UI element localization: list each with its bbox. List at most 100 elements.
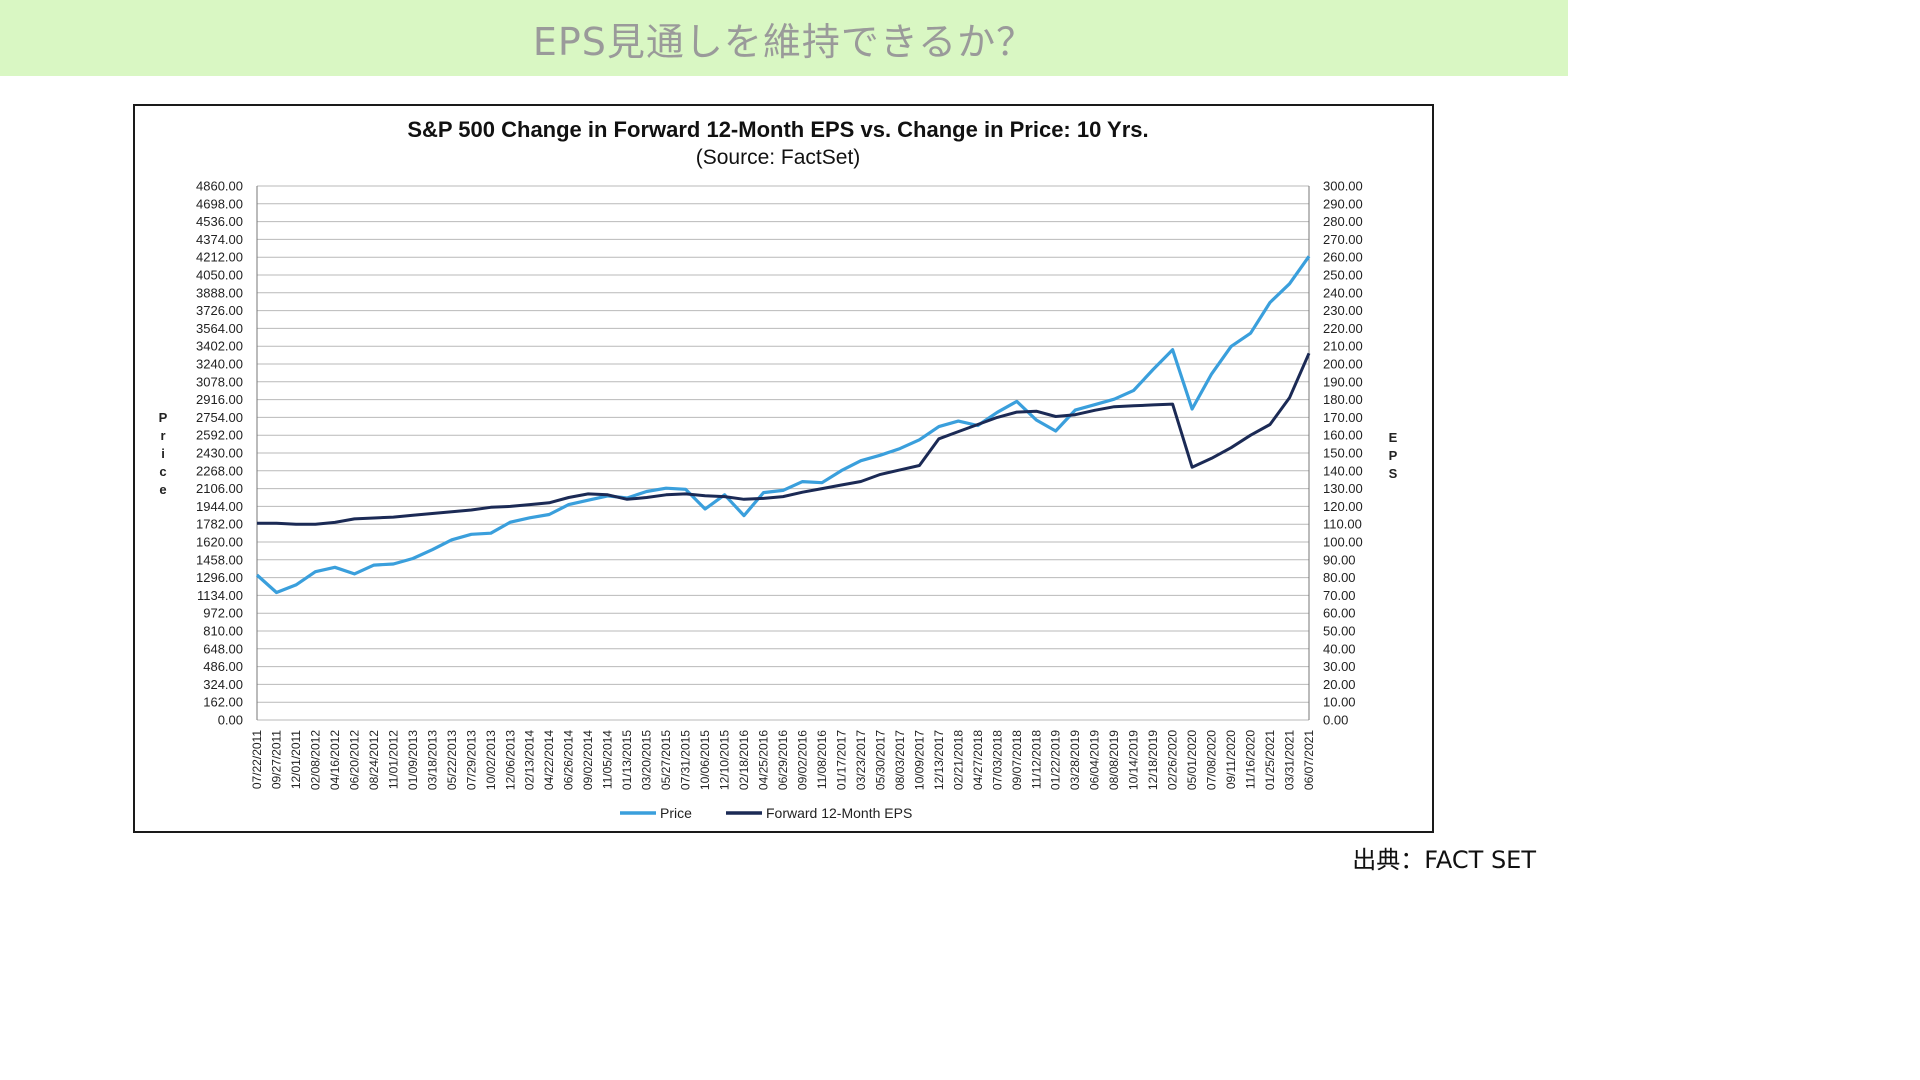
y-tick-right: 120.00 <box>1323 499 1363 514</box>
y-tick-left: 1134.00 <box>197 588 243 603</box>
x-tick-label: 06/26/2014 <box>562 730 576 790</box>
x-tick-label: 09/02/2014 <box>581 730 595 790</box>
x-tick-label: 09/07/2018 <box>1010 730 1024 790</box>
y-tick-right: 160.00 <box>1323 428 1363 443</box>
legend: Price Forward 12-Month EPS <box>620 805 912 821</box>
y-tick-right: 90.00 <box>1323 552 1356 567</box>
x-tick-label: 01/13/2015 <box>620 730 634 790</box>
x-tick-label: 06/07/2021 <box>1302 730 1316 790</box>
y-tick-right: 100.00 <box>1323 535 1363 550</box>
x-tick-label: 03/31/2021 <box>1283 730 1297 790</box>
y-tick-left: 4860.00 <box>196 179 243 194</box>
left-axis-title-letter: r <box>160 428 165 443</box>
y-tick-left: 1620.00 <box>196 535 243 550</box>
x-tick-label: 05/30/2017 <box>873 730 887 790</box>
x-tick-label: 12/18/2019 <box>1146 730 1160 790</box>
y-tick-left: 3888.00 <box>196 285 243 300</box>
y-tick-left: 1782.00 <box>196 517 243 532</box>
x-tick-label: 03/18/2013 <box>425 730 439 790</box>
x-tick-label: 10/09/2017 <box>912 730 926 790</box>
slide-title: EPS見通しを維持できるか？ <box>532 19 1036 64</box>
y-tick-left: 1458.00 <box>196 552 243 567</box>
x-tick-label: 09/11/2020 <box>1224 730 1238 789</box>
left-axis-title-letter: e <box>159 482 166 497</box>
y-tick-left: 3240.00 <box>196 357 243 372</box>
price-series-line <box>255 255 1311 595</box>
x-tick-label: 02/08/2012 <box>308 730 322 790</box>
x-tick-label: 05/22/2013 <box>445 730 459 790</box>
y-tick-right: 130.00 <box>1323 481 1363 496</box>
y-tick-left: 162.00 <box>203 695 243 710</box>
y-tick-left: 4212.00 <box>196 250 243 265</box>
y-tick-right: 230.00 <box>1323 303 1363 318</box>
y-tick-left: 4050.00 <box>196 268 243 283</box>
y-tick-right: 10.00 <box>1323 695 1356 710</box>
y-tick-right: 110.00 <box>1323 517 1362 532</box>
x-tick-label: 03/28/2019 <box>1068 730 1082 790</box>
y-tick-left: 2916.00 <box>196 392 243 407</box>
x-tick-label: 07/08/2020 <box>1205 730 1219 790</box>
x-tick-label: 07/03/2018 <box>990 730 1004 790</box>
y-tick-left: 324.00 <box>203 677 243 692</box>
right-axis-title-letter: P <box>1389 448 1398 463</box>
y-tick-right: 0.00 <box>1323 713 1348 728</box>
y-tick-left: 2592.00 <box>196 428 243 443</box>
y-tick-left: 4374.00 <box>196 232 243 247</box>
legend-label: Price <box>660 805 692 821</box>
slide-header: EPS見通しを維持できるか？ <box>0 0 1568 76</box>
x-tick-label: 04/25/2016 <box>757 730 771 790</box>
x-tick-label: 10/14/2019 <box>1127 730 1141 790</box>
x-tick-label: 06/29/2016 <box>776 730 790 790</box>
y-tick-left: 0.00 <box>218 713 243 728</box>
x-axis-ticks: 07/22/2011 09/27/2011 12/01/2011 02/08/2012… <box>250 730 1316 790</box>
y-tick-left: 3078.00 <box>196 374 243 389</box>
x-tick-label: 07/31/2015 <box>679 730 693 790</box>
y-tick-right: 30.00 <box>1323 659 1356 674</box>
x-tick-label: 11/01/2012 <box>386 730 400 789</box>
x-tick-label: 11/12/2018 <box>1029 730 1043 789</box>
x-tick-label: 01/17/2017 <box>834 730 848 790</box>
x-tick-label: 05/01/2020 <box>1185 730 1199 790</box>
y-tick-left: 1296.00 <box>196 570 243 585</box>
y-tick-left: 2106.00 <box>196 481 243 496</box>
x-tick-label: 03/23/2017 <box>854 730 868 790</box>
x-tick-label: 02/18/2016 <box>737 730 751 790</box>
y-tick-right: 220.00 <box>1323 321 1363 336</box>
right-axis-ticks: 300.00 290.00 280.00 270.00 260.00 250.00 240.… <box>1323 179 1363 728</box>
y-tick-right: 80.00 <box>1323 570 1356 585</box>
x-tick-label: 08/03/2017 <box>893 730 907 790</box>
left-axis-title-letter: P <box>159 410 168 425</box>
chart-title: S&P 500 Change in Forward 12-Month EPS v… <box>407 117 1148 142</box>
left-axis-title: Price <box>159 410 168 497</box>
right-axis-title-letter: S <box>1389 466 1398 481</box>
y-tick-left: 2430.00 <box>196 446 243 461</box>
x-tick-label: 02/26/2020 <box>1166 730 1180 790</box>
y-tick-left: 3564.00 <box>196 321 243 336</box>
x-tick-label: 04/16/2012 <box>328 730 342 790</box>
source-note: 出典：FACT SET <box>1352 846 1536 874</box>
x-tick-label: 12/13/2017 <box>932 730 946 790</box>
legend-label: Forward 12-Month EPS <box>766 805 912 821</box>
right-axis-title-letter: E <box>1389 430 1398 445</box>
x-tick-label: 10/02/2013 <box>484 730 498 790</box>
x-tick-label: 10/06/2015 <box>698 730 712 790</box>
y-tick-left: 2268.00 <box>196 463 243 478</box>
y-tick-left: 4536.00 <box>196 214 243 229</box>
y-tick-right: 200.00 <box>1323 357 1363 372</box>
y-tick-right: 170.00 <box>1323 410 1363 425</box>
left-axis-ticks: 4860.00 4698.00 4536.00 4374.00 4212.00 4050.… <box>196 179 243 728</box>
y-tick-left: 1944.00 <box>196 499 243 514</box>
y-tick-right: 190.00 <box>1323 374 1363 389</box>
x-tick-label: 09/27/2011 <box>269 730 283 789</box>
x-tick-label: 12/06/2013 <box>503 730 517 790</box>
x-tick-label: 12/01/2011 <box>289 730 303 789</box>
y-tick-right: 40.00 <box>1323 641 1356 656</box>
x-tick-label: 08/08/2019 <box>1107 730 1121 790</box>
x-tick-label: 05/27/2015 <box>659 730 673 790</box>
x-tick-label: 04/27/2018 <box>971 730 985 790</box>
y-tick-left: 2754.00 <box>196 410 243 425</box>
y-tick-left: 4698.00 <box>196 196 243 211</box>
y-tick-left: 486.00 <box>203 659 243 674</box>
y-tick-right: 240.00 <box>1323 285 1363 300</box>
y-tick-right: 260.00 <box>1323 250 1363 265</box>
